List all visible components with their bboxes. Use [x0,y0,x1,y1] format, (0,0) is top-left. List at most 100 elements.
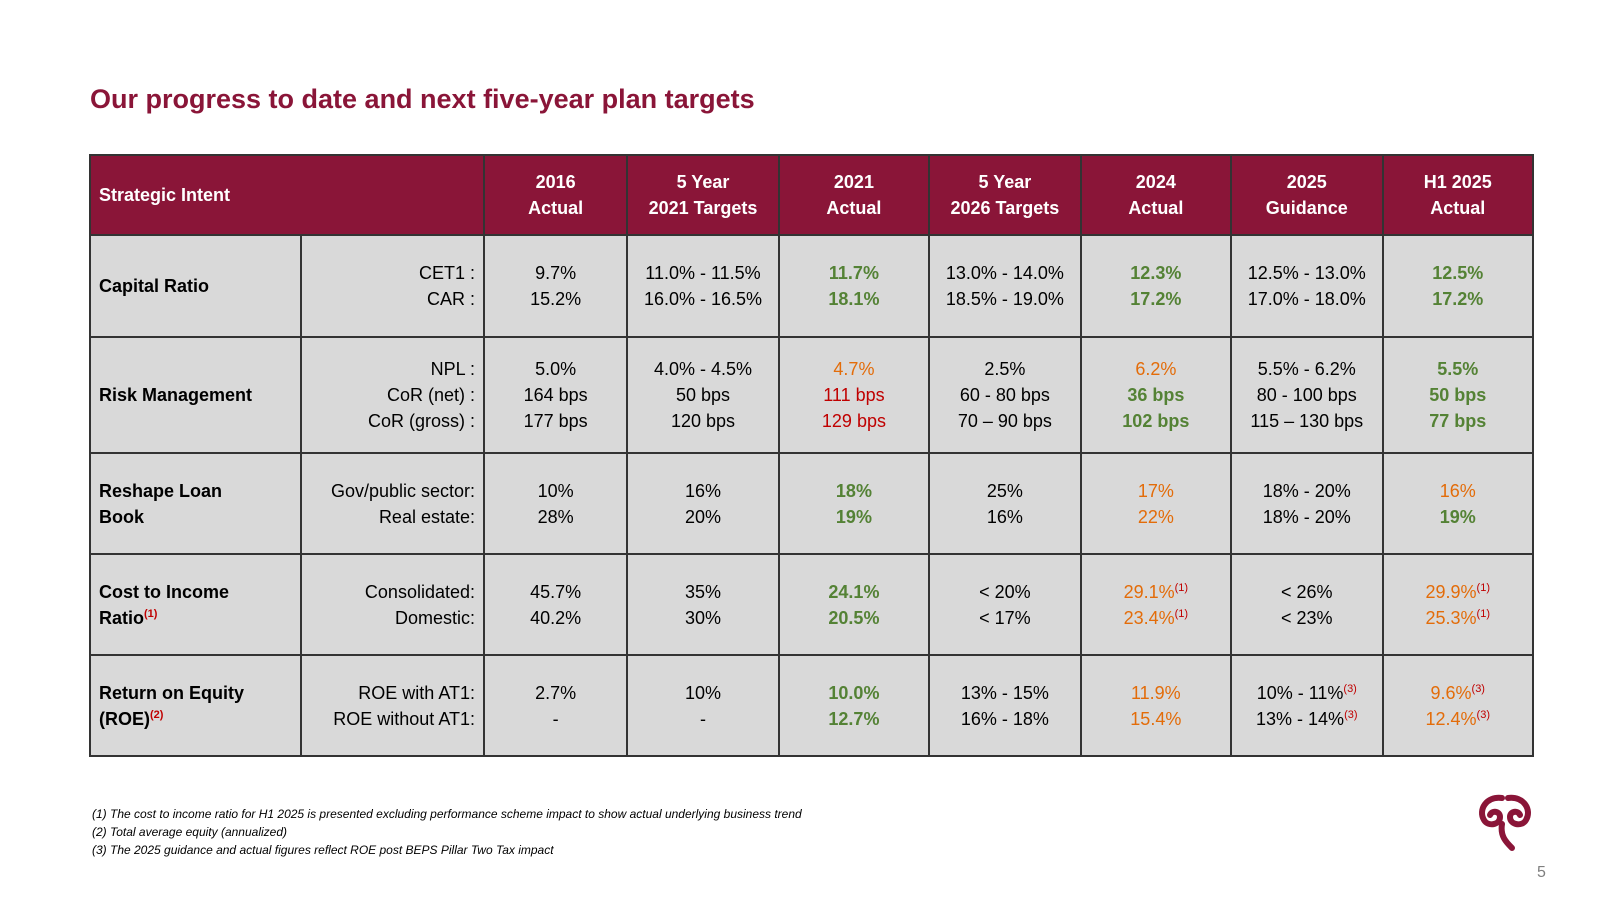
cell-value: 102 bps [1122,411,1190,431]
value-cell: 24.1% 20.5% [777,553,931,656]
metric-label: CET1 : [418,263,475,283]
footnote-line: (3) The 2025 guidance and actual figures… [92,843,554,857]
bank-logo-icon [1479,794,1531,851]
cell-value: 50 bps [675,385,731,405]
cell-value: 12.5% - 13.0% [1247,263,1366,283]
cell-value: 11.9% [1130,682,1181,703]
footnote-marker: (3) [1344,708,1358,721]
value-cell: 12.5% - 13.0% 17.0% - 18.0% [1230,234,1384,338]
cell-value: 23.4% [1123,607,1175,628]
value-cell: 10% - 11%(3) 13% - 14%(3) [1230,654,1384,757]
cell-value: 16% - 18% [960,708,1049,729]
cell-value: 12.4% [1425,708,1477,729]
cell-value: - [552,708,559,729]
row-label: Reshape Loan Book [89,452,302,555]
value-cell: 17% 22% [1079,452,1233,555]
cell-value: 17% [1137,480,1174,501]
cell-value: 19% [1439,506,1476,527]
value-cell: 18% - 20% 18% - 20% [1230,452,1384,555]
cell-value: 25% [986,480,1023,501]
footnote-marker: (3) [1343,682,1357,695]
cell-value: 12.3% [1130,263,1182,283]
cell-value: < 17% [979,607,1031,628]
column-header-line1: 2021 [833,172,874,192]
value-cell: 2.7% - [482,654,629,757]
row-label: Return on Equity (ROE)(2) [89,654,302,757]
cell-value: 129 bps [821,411,886,431]
cell-value: 5.5% [1437,359,1479,379]
cell-value: 120 bps [670,411,736,431]
value-cell: 12.3% 17.2% [1079,234,1233,338]
cell-value: 22% [1137,506,1174,527]
column-header-line2: Actual [826,198,882,218]
cell-value: 11.7% [828,263,879,283]
cell-value: 115 – 130 bps [1250,411,1364,431]
cell-value: 2.7% [535,682,577,703]
cell-value: 5.0% [535,359,577,379]
table-row: Risk Management NPL : CoR (net) : CoR (gros… [89,336,1534,454]
cell-value: 10% [684,682,721,703]
metric-labels: ROE with AT1: ROE without AT1: [299,654,486,757]
cell-value: 10% [537,480,574,501]
cell-value: 17.2% [1432,289,1484,309]
cell-value: 15.4% [1130,708,1182,729]
value-cell: 11.0% - 11.5% 16.0% - 16.5% [626,234,780,338]
cell-value: 10.0% [828,682,880,703]
cell-value: 5.5% - 6.2% [1257,359,1356,379]
row-label: Risk Management [89,336,302,454]
cell-value: 13% - 15% [960,682,1049,703]
cell-value: 9.7% [535,263,577,283]
cell-value: 18% - 20% [1262,506,1351,527]
footnote-marker: (1) [1174,607,1189,620]
metric-labels: NPL : CoR (net) : CoR (gross) : [299,336,486,454]
cell-value: 164 bps [523,385,588,405]
header-strategic-intent: Strategic Intent [89,154,485,236]
cell-value: - [699,708,706,729]
value-cell: 4.0% - 4.5% 50 bps 120 bps [626,336,780,454]
metric-label: CoR (gross) : [367,411,475,431]
value-cell: 6.2% 36 bps 102 bps [1079,336,1233,454]
cell-value: 9.6% [1430,682,1472,703]
row-label-line: Return on Equity [99,682,244,703]
cell-value: 25.3% [1425,607,1477,628]
cell-value: 16% [1439,480,1476,501]
footnote-marker: (3) [1471,682,1485,695]
cell-value: 77 bps [1429,411,1487,431]
footnote-marker: (2) [150,708,164,721]
cell-value: 40.2% [530,607,582,628]
cell-value: 4.7% [833,359,875,379]
footnote-marker: (1) [1476,607,1490,620]
row-label-line: Cost to Income [99,581,230,602]
cell-value: 19% [835,506,872,527]
cell-value: 18% [835,480,872,501]
table-header-row: Strategic Intent 2016 Actual 5 Year 2021 Ta… [89,154,1534,236]
value-cell: 29.9%(1) 25.3%(1) [1381,553,1534,656]
column-header-line1: 5 Year [676,172,730,192]
value-cell: 35% 30% [626,553,780,656]
column-header: 2016 Actual [482,154,629,236]
table-row: Return on Equity (ROE)(2) ROE with AT1: ROE… [89,654,1534,757]
table-body: Capital Ratio CET1 : CAR : 9.7% 15.2% 11.0% -… [89,234,1534,757]
row-label-line: Capital Ratio [99,276,210,296]
footnote-line: (2) Total average equity (annualized) [92,825,288,839]
column-header: 5 Year 2021 Targets [626,154,780,236]
cell-value: 24.1% [828,581,880,602]
column-header-line1: 2024 [1135,172,1176,192]
value-cell: 10.0% 12.7% [777,654,931,757]
cell-value: 17.2% [1130,289,1182,309]
metric-label: Gov/public sector: [330,480,475,501]
targets-table: Strategic Intent 2016 Actual 5 Year 2021 Ta… [89,154,1534,757]
value-cell: 12.5% 17.2% [1381,234,1534,338]
column-header-line2: Actual [528,198,584,218]
column-header: 2021 Actual [777,154,931,236]
cell-value: 16% [684,480,721,501]
value-cell: 45.7% 40.2% [482,553,629,656]
column-header: 5 Year 2026 Targets [928,154,1082,236]
metric-label: Real estate: [378,506,475,527]
value-cell: 10% - [626,654,780,757]
cell-value: 70 – 90 bps [957,411,1052,431]
row-label-line: Book [99,506,144,527]
column-header-line1: 2025 [1286,172,1327,192]
value-cell: 18% 19% [777,452,931,555]
row-label: Capital Ratio [89,234,302,338]
